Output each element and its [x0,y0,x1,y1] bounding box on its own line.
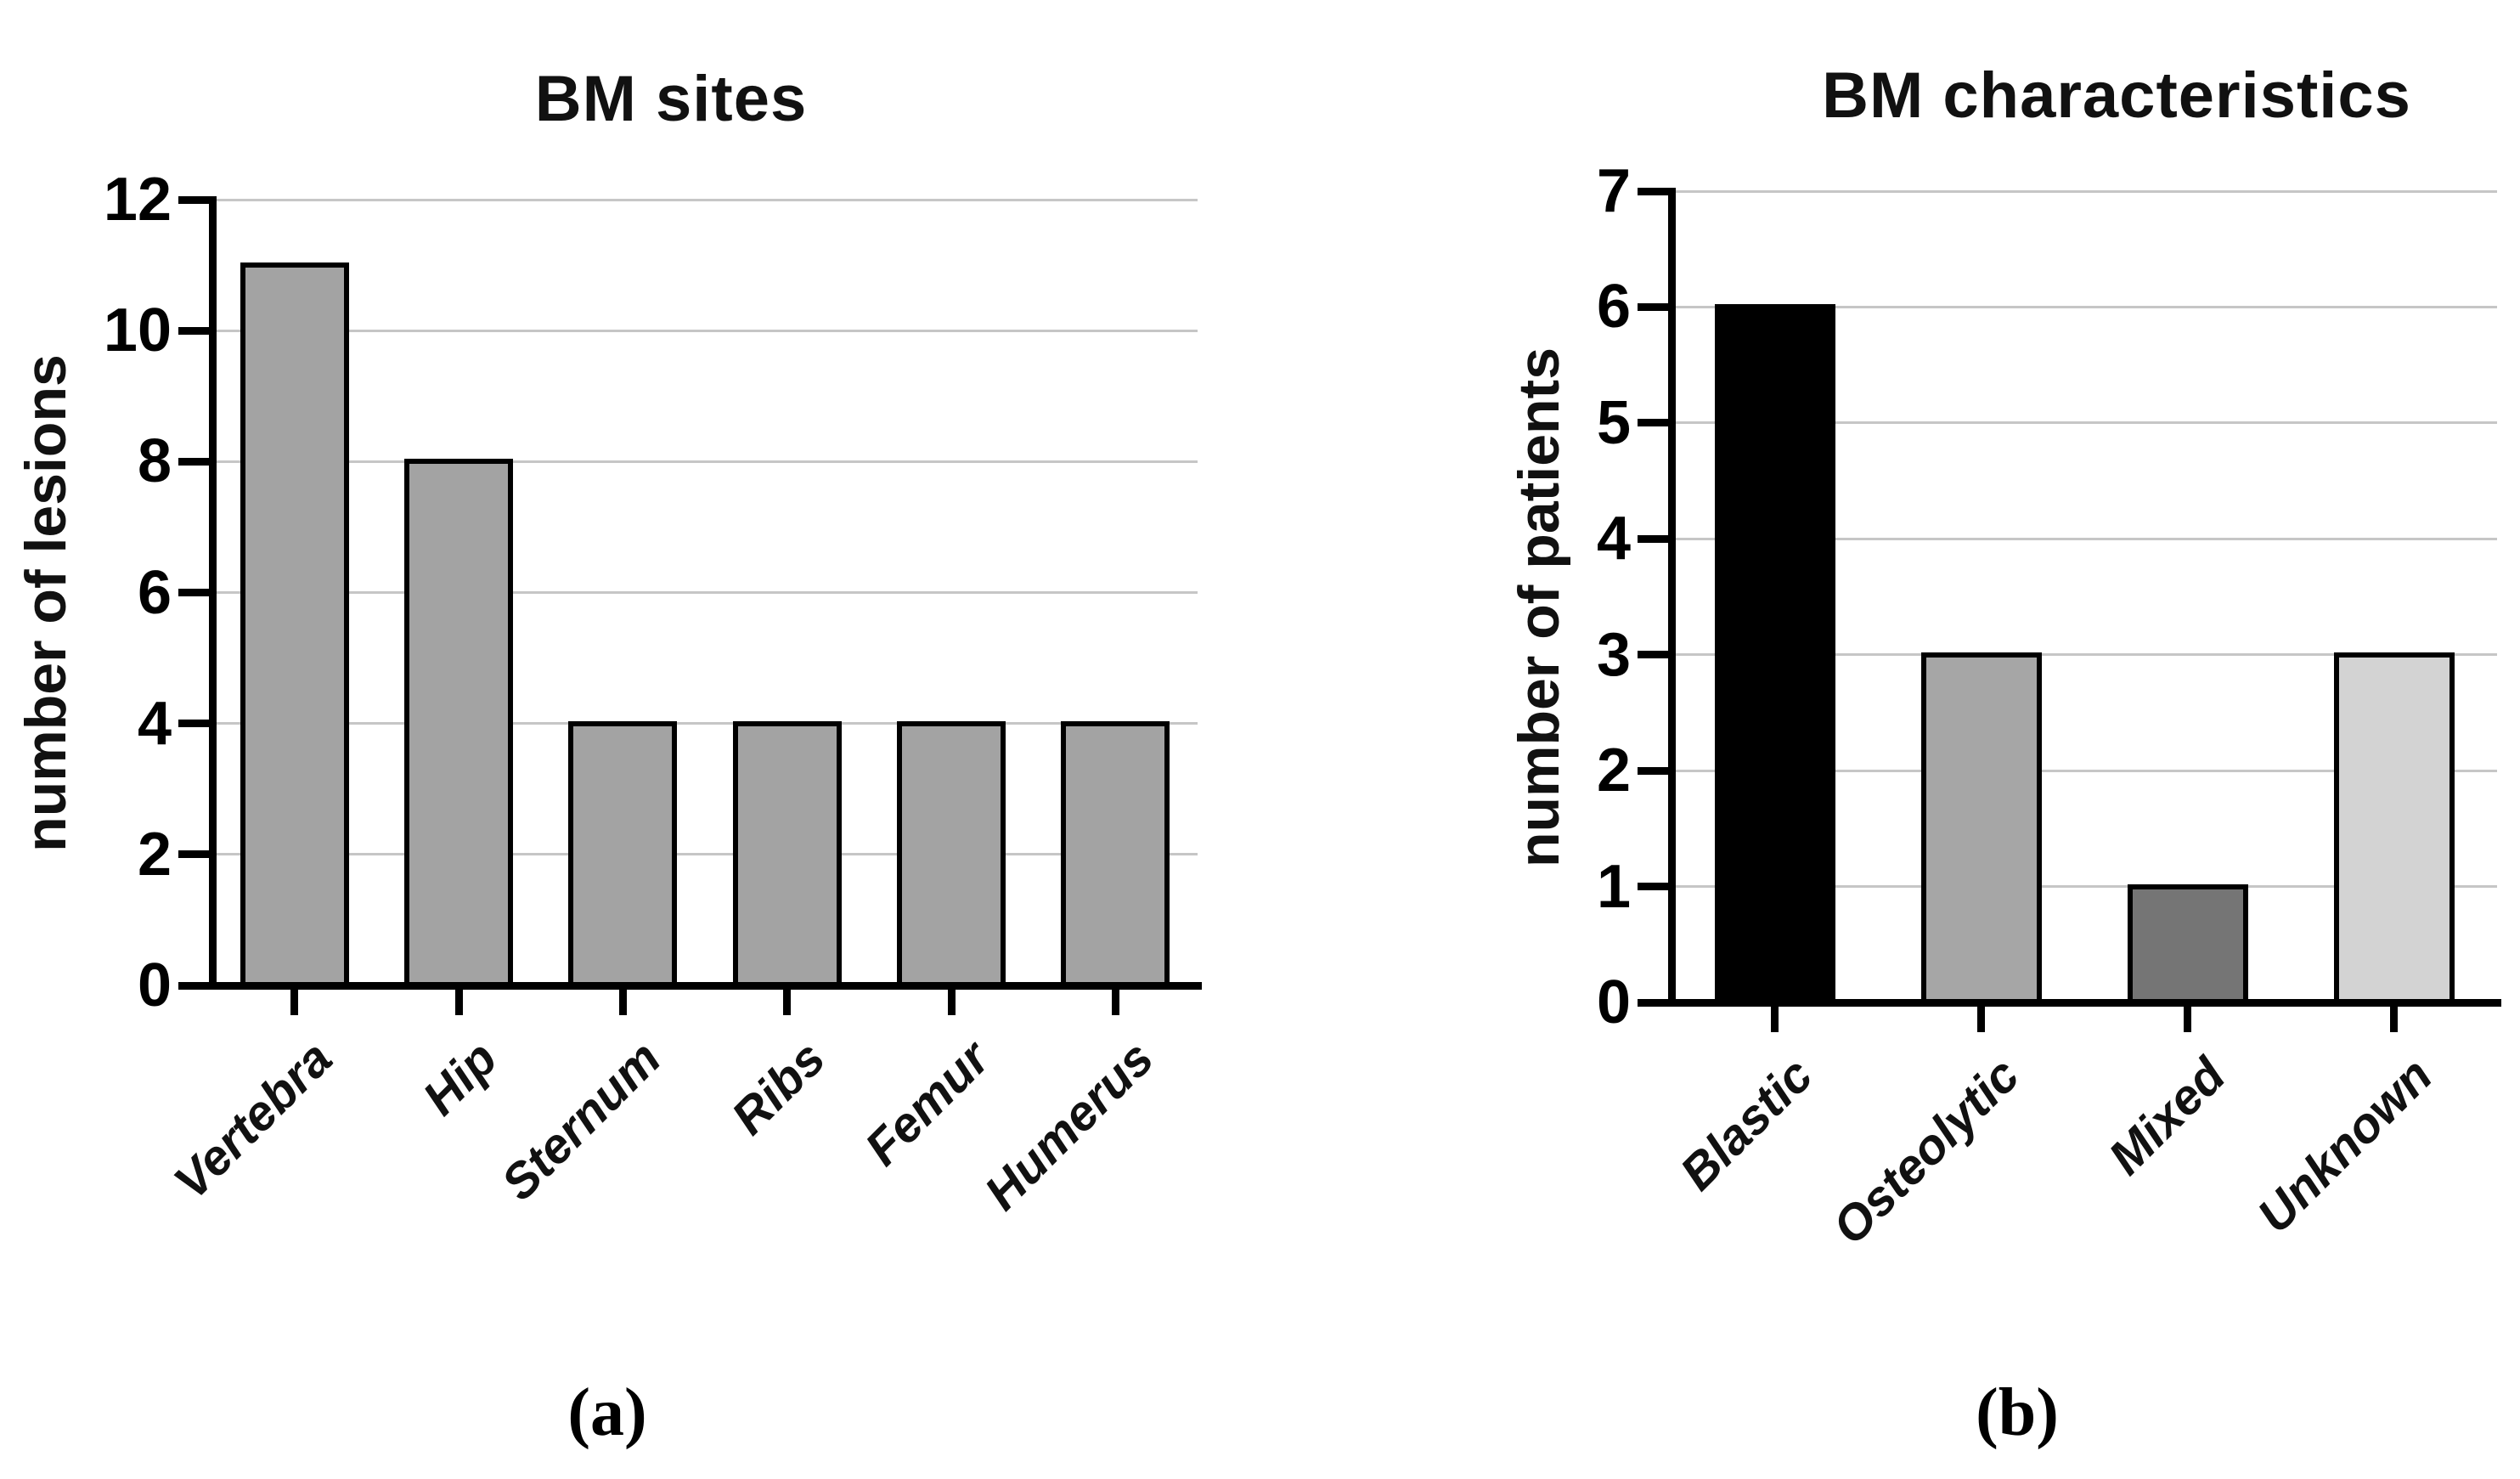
y-tick-12 [178,195,209,204]
gridline-y-10 [212,329,1198,332]
x-tick-label-blastic: Blastic [1670,1047,1824,1201]
y-axis-line [1668,188,1676,1007]
y-tick-label-8: 8 [137,427,172,496]
y-tick-10 [178,326,209,335]
chart-a-y-axis-label: number of lesions [14,354,78,852]
bar-mixed [2127,883,2248,1006]
y-tick-label-3: 3 [1596,620,1631,689]
y-tick-5 [1638,419,1668,427]
bar-osteolytic [1920,652,2042,1006]
x-tick-humerus [1111,990,1119,1015]
gridline-y-7 [1672,189,2497,193]
y-tick-label-1: 1 [1596,852,1631,921]
x-tick-hip [454,990,463,1015]
y-tick-label-10: 10 [103,296,172,365]
x-tick-sternum [618,990,627,1015]
gridline-y-5 [1672,421,2497,425]
bar-femur [897,720,1006,989]
x-tick-femur [947,990,956,1015]
chart-b-y-axis-label: number of patients [1507,347,1571,868]
x-tick-label-mixed: Mixed [2098,1047,2236,1186]
bar-blastic [1714,304,1835,1006]
y-tick-1 [1638,883,1668,891]
x-tick-label-sternum: Sternum [491,1030,672,1211]
y-tick-0 [178,981,209,990]
x-tick-label-femur: Femur [854,1030,1001,1177]
y-tick-3 [1638,651,1668,659]
y-tick-label-0: 0 [137,951,172,1019]
gridline-y-6 [212,591,1198,594]
y-tick-6 [178,589,209,596]
y-tick-2 [1638,766,1668,775]
x-tick-vertebra [290,990,299,1015]
gridline-y-4 [1672,537,2497,540]
gridline-y-1 [1672,885,2497,889]
panel-b-caption: (b) [1976,1375,2059,1450]
gridline-y-3 [1672,653,2497,657]
chart-b-title: BM characteristics [1822,59,2411,133]
x-tick-mixed [2184,1007,2191,1032]
chart-a-plot-area: 0 2 4 6 8 10 12 Vertebra Hip Sternum Ribs Femur Hume… [104,169,1202,1221]
y-tick-7 [1638,187,1668,195]
x-tick-label-unknown: Unknown [2247,1047,2443,1244]
y-tick-8 [178,457,209,466]
y-tick-label-0: 0 [1596,968,1631,1036]
x-tick-unknown [2390,1007,2398,1032]
y-tick-4 [1638,534,1668,543]
bar-ribs [732,720,842,989]
bar-vertebra [240,262,349,989]
y-tick-label-12: 12 [103,166,172,234]
gridline-y-6 [1672,305,2497,308]
y-tick-4 [178,720,209,728]
y-tick-label-2: 2 [137,820,172,889]
x-tick-osteolytic [1977,1007,1985,1032]
gridline-y-4 [212,722,1198,725]
y-tick-label-6: 6 [1596,273,1631,342]
x-tick-label-osteolytic: Osteolytic [1822,1047,2030,1256]
y-tick-6 [1638,302,1668,311]
bar-hip [404,459,513,989]
y-tick-label-2: 2 [1596,737,1631,805]
y-axis-line [209,196,217,990]
x-axis-line [209,982,1202,990]
gridline-y-2 [212,853,1198,856]
gridline-y-12 [212,198,1198,201]
y-tick-label-7: 7 [1596,157,1631,225]
x-tick-ribs [783,990,792,1015]
y-tick-2 [178,850,209,859]
chart-b-plot-area: 0 1 2 3 4 5 6 7 Blastic Osteolytic Mixed Unknown [1597,161,2501,1255]
y-tick-label-4: 4 [137,689,172,758]
y-tick-label-6: 6 [137,558,172,627]
y-tick-0 [1638,998,1668,1007]
x-tick-label-vertebra: Vertebra [163,1030,343,1211]
bar-sternum [568,720,678,989]
x-tick-label-ribs: Ribs [720,1030,836,1146]
gridline-y-2 [1672,769,2497,772]
x-tick-blastic [1771,1007,1779,1032]
gridline-y-8 [212,460,1198,463]
chart-a-title: BM sites [534,63,808,136]
x-tick-label-hip: Hip [412,1030,508,1126]
bar-humerus [1061,720,1170,989]
bar-unknown [2333,652,2455,1006]
x-axis-line [1668,999,2501,1007]
panel-a-caption: (a) [567,1375,647,1450]
y-tick-label-5: 5 [1596,388,1631,457]
x-tick-label-humerus: Humerus [973,1030,1164,1221]
y-tick-label-4: 4 [1596,505,1631,573]
